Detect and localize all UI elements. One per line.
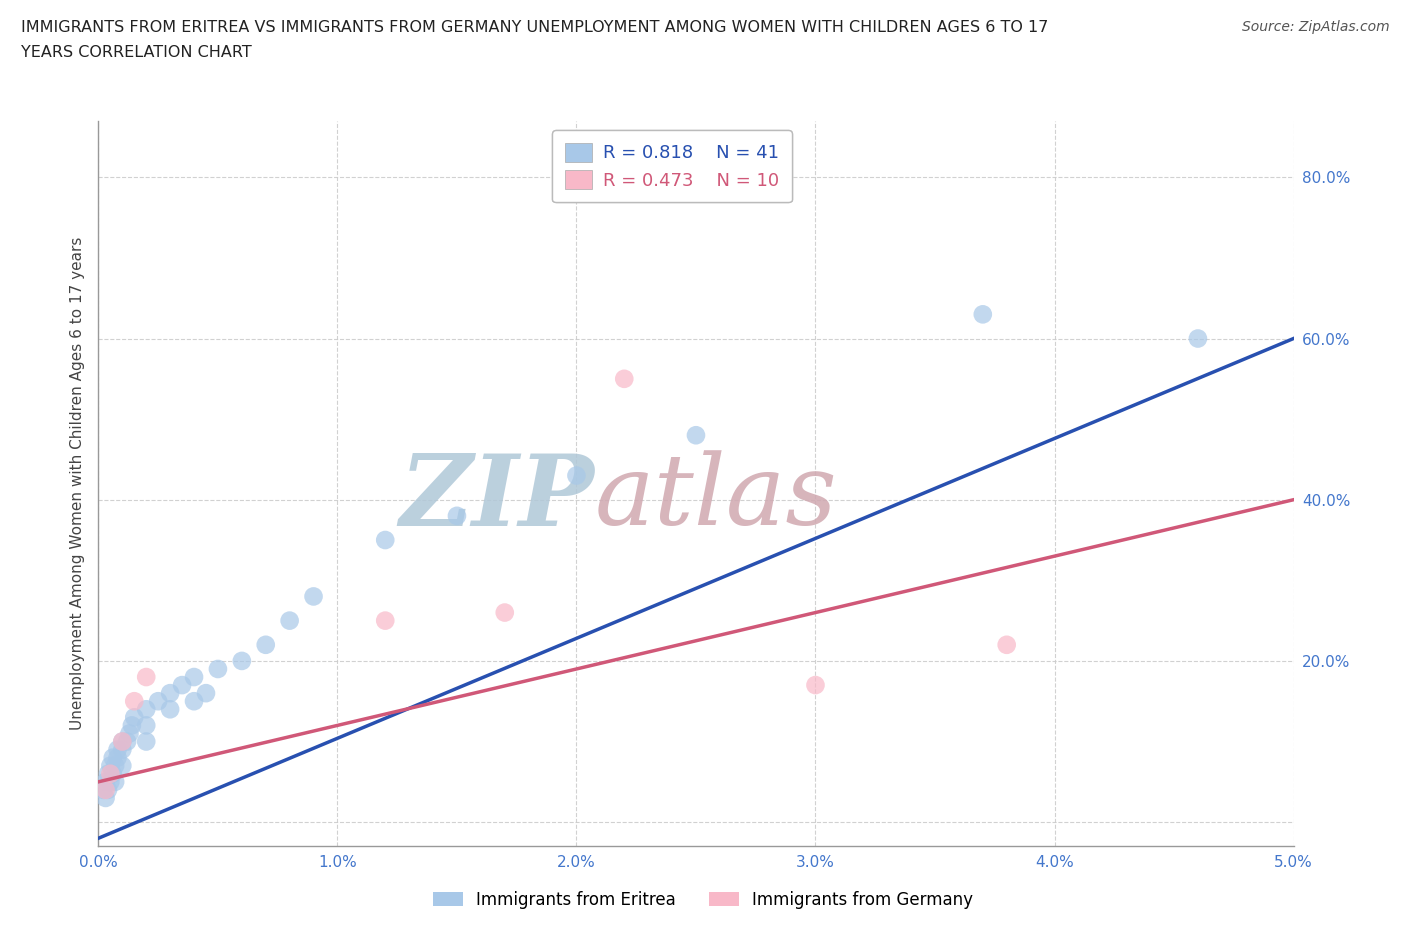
- Point: [172, 678, 194, 693]
- Point: [107, 742, 129, 757]
- Point: [183, 670, 205, 684]
- Point: [446, 509, 468, 524]
- Point: [94, 790, 117, 805]
- Text: IMMIGRANTS FROM ERITREA VS IMMIGRANTS FROM GERMANY UNEMPLOYMENT AMONG WOMEN WITH: IMMIGRANTS FROM ERITREA VS IMMIGRANTS FR…: [21, 20, 1049, 35]
- Point: [494, 605, 516, 620]
- Point: [135, 718, 157, 733]
- Y-axis label: Unemployment Among Women with Children Ages 6 to 17 years: Unemployment Among Women with Children A…: [69, 237, 84, 730]
- Point: [135, 702, 157, 717]
- Point: [124, 710, 146, 724]
- Point: [374, 533, 396, 548]
- Point: [98, 775, 122, 790]
- Point: [111, 758, 134, 773]
- Point: [107, 751, 129, 765]
- Point: [1187, 331, 1209, 346]
- Point: [685, 428, 707, 443]
- Point: [104, 758, 127, 773]
- Point: [94, 775, 117, 790]
- Point: [804, 678, 827, 693]
- Point: [135, 670, 157, 684]
- Point: [111, 742, 134, 757]
- Text: ZIP: ZIP: [399, 450, 595, 546]
- Point: [565, 468, 588, 483]
- Point: [91, 782, 114, 797]
- Point: [98, 766, 122, 781]
- Text: YEARS CORRELATION CHART: YEARS CORRELATION CHART: [21, 45, 252, 60]
- Point: [995, 637, 1018, 652]
- Point: [135, 734, 157, 749]
- Point: [231, 654, 253, 669]
- Point: [148, 694, 170, 709]
- Point: [613, 371, 636, 386]
- Point: [195, 685, 218, 700]
- Point: [121, 718, 143, 733]
- Point: [98, 758, 122, 773]
- Point: [207, 661, 229, 676]
- Point: [115, 734, 138, 749]
- Point: [159, 702, 181, 717]
- Point: [159, 685, 181, 700]
- Point: [183, 694, 205, 709]
- Point: [124, 694, 146, 709]
- Legend: R = 0.818    N = 41, R = 0.473    N = 10: R = 0.818 N = 41, R = 0.473 N = 10: [553, 130, 792, 202]
- Point: [118, 726, 141, 741]
- Point: [101, 751, 124, 765]
- Point: [254, 637, 277, 652]
- Text: Source: ZipAtlas.com: Source: ZipAtlas.com: [1241, 20, 1389, 34]
- Point: [111, 734, 134, 749]
- Legend: Immigrants from Eritrea, Immigrants from Germany: Immigrants from Eritrea, Immigrants from…: [425, 883, 981, 917]
- Point: [94, 782, 117, 797]
- Point: [97, 766, 120, 781]
- Point: [972, 307, 994, 322]
- Point: [101, 766, 124, 781]
- Point: [374, 613, 396, 628]
- Text: atlas: atlas: [595, 450, 837, 546]
- Point: [302, 589, 325, 604]
- Point: [97, 782, 120, 797]
- Point: [278, 613, 301, 628]
- Point: [104, 775, 127, 790]
- Point: [111, 734, 134, 749]
